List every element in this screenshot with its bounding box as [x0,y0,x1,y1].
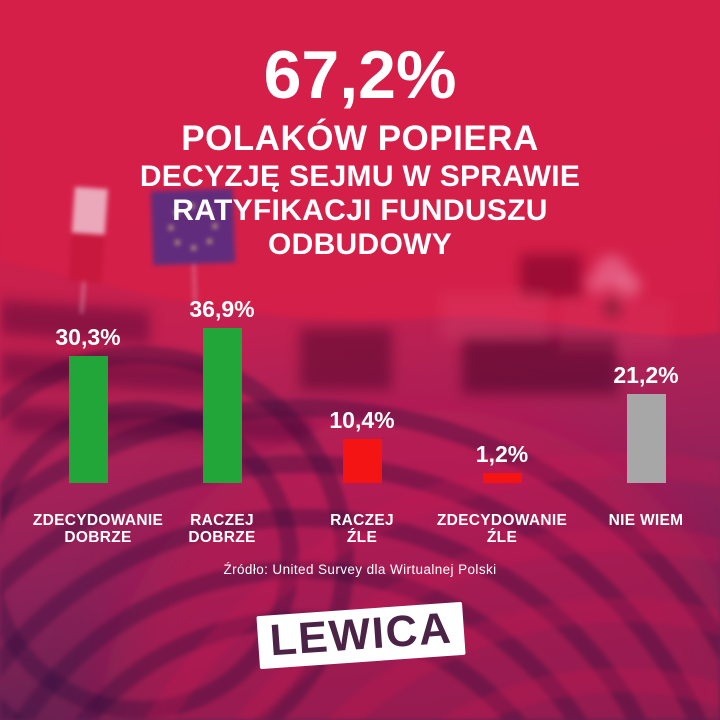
lewica-logo-text: LEWICA [268,603,454,665]
bar [68,356,108,483]
bar [202,328,242,483]
bar-category-label: RACZEJ DOBRZE [188,512,256,546]
bar-value-label: 36,9% [189,296,255,322]
bar-category-label: ZDECYDOWANIE ŹLE [436,512,568,546]
bar-category-label: RACZEJ ŹLE [330,512,394,546]
bar [482,473,522,483]
bar-column: 21,2% NIE WIEM [571,280,720,570]
source-attribution: Źródło: United Survey dla Wirtualnej Pol… [223,562,497,577]
bar-column: 10,4% RACZEJ ŹLE [287,280,437,570]
eu-flag [150,188,236,302]
bench-rows-right [144,453,720,720]
bar-column: 36,9% RACZEJ DOBRZE [147,280,297,570]
title-line-3: RATYFIKACJI FUNDUSZU [172,194,548,227]
title-line-2: DECYZJĘ SEJMU W SPRAWIE [139,160,581,193]
bar-value-label: 21,2% [613,362,679,388]
title-line-1: POLAKÓW POPIERA [181,119,539,158]
bar-value-label: 10,4% [329,407,395,433]
bar [342,439,382,483]
bar-column: 30,3% ZDECYDOWANIE DOBRZE [13,280,163,570]
title-line-4: ODBUDOWY [267,228,453,261]
title-block: 67,2% POLAKÓW POPIERA DECYZJĘ SEJMU W SP… [0,40,720,262]
bar [626,394,666,483]
bar-value-label: 1,2% [475,441,529,467]
flower-bouquet [585,255,641,317]
bar-column: 1,2% ZDECYDOWANIE ŹLE [427,280,577,570]
polish-flag [68,186,108,314]
bar-category-label: ZDECYDOWANIE DOBRZE [32,512,164,546]
bar-value-label: 30,3% [55,324,121,350]
light-blob [100,410,720,720]
headline-percentage: 67,2% [263,37,457,113]
bar-category-label: NIE WIEM [608,512,684,529]
